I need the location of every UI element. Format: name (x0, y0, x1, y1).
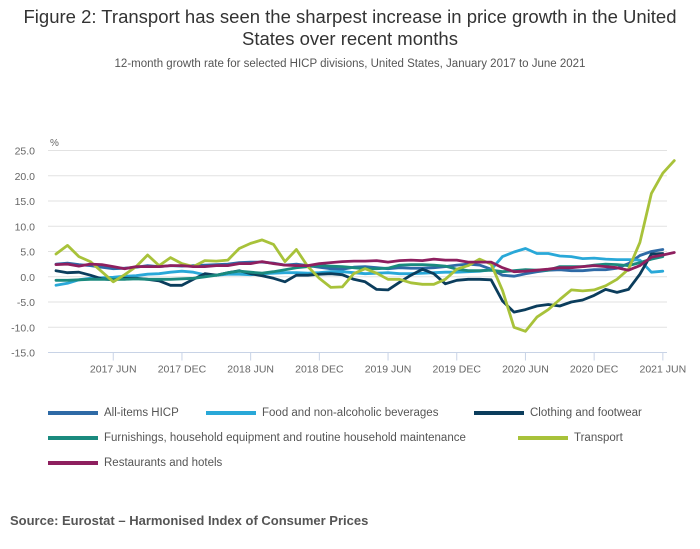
y-tick-label: -15.0 (11, 348, 35, 360)
x-tick-label: 2019 JUN (365, 364, 412, 376)
y-tick-label: 0.0 (20, 272, 35, 284)
series-line-food-and-non-alcoholic-beverages[interactable] (54, 247, 665, 287)
chart-title: Figure 2: Transport has seen the sharpes… (23, 6, 677, 49)
series-line-restaurants-and-hotels[interactable] (54, 251, 676, 274)
legend-label: Restaurants and hotels (104, 457, 223, 469)
x-tick-label: 2017 DEC (158, 364, 207, 376)
x-tick-label: 2021 JUN (639, 364, 686, 376)
legend-item-restaurants[interactable]: Restaurants and hotels (48, 457, 222, 469)
legend-label: Food and non-alcoholic beverages (262, 407, 439, 419)
legend-item-transport[interactable]: Transport (518, 432, 623, 444)
x-axis: 2017 JUN 2017 DEC 2018 JUN 2018 DEC 2019 JUN… (90, 352, 686, 376)
y-axis-label: % (50, 138, 59, 149)
y-tick-label: 10.0 (15, 221, 36, 233)
x-tick-label: 2018 JUN (227, 364, 274, 376)
legend-swatch-all-items (48, 411, 98, 415)
y-axis-ticks: 25.0 20.0 15.0 10.0 5.0 0.0 -5.0 -10.0 -15.0 (11, 146, 35, 360)
source-note: Source: Eurostat – Harmonised Index of C… (10, 513, 369, 528)
series-line-transport[interactable] (54, 159, 676, 333)
legend-item-furnishings[interactable]: Furnishings, household equipment and rou… (48, 432, 466, 444)
gridlines (48, 150, 667, 353)
legend-swatch-transport (518, 436, 568, 440)
chart-subtitle: 12-month growth rate for selected HICP d… (114, 58, 586, 70)
legend-item-clothing[interactable]: Clothing and footwear (474, 407, 642, 419)
legend-label: Transport (574, 432, 623, 444)
x-tick-label: 2019 DEC (433, 364, 482, 376)
legend-item-all-items[interactable]: All-items HICP (48, 407, 179, 419)
legend-item-food[interactable]: Food and non-alcoholic beverages (206, 407, 438, 419)
legend-swatch-restaurants (48, 461, 98, 465)
x-tick-label: 2020 DEC (570, 364, 619, 376)
legend-label: Furnishings, household equipment and rou… (104, 432, 466, 444)
y-tick-label: 5.0 (20, 247, 35, 259)
y-tick-label: 15.0 (15, 196, 36, 208)
y-tick-label: 25.0 (15, 146, 36, 158)
x-tick-label: 2018 DEC (295, 364, 344, 376)
x-tick-label: 2020 JUN (502, 364, 549, 376)
line-chart: 25.0 20.0 15.0 10.0 5.0 0.0 -5.0 -10.0 -15.0 % 2… (11, 138, 686, 376)
y-tick-label: 20.0 (15, 171, 36, 183)
legend-swatch-food (206, 411, 256, 415)
legend-swatch-furnishings (48, 436, 98, 440)
legend-label: All-items HICP (104, 407, 179, 419)
legend-swatch-clothing (474, 411, 524, 415)
series-lines (54, 159, 676, 333)
legend-label: Clothing and footwear (530, 407, 642, 419)
y-tick-label: -10.0 (11, 322, 35, 334)
x-tick-label: 2017 JUN (90, 364, 137, 376)
y-tick-label: -5.0 (17, 297, 35, 309)
